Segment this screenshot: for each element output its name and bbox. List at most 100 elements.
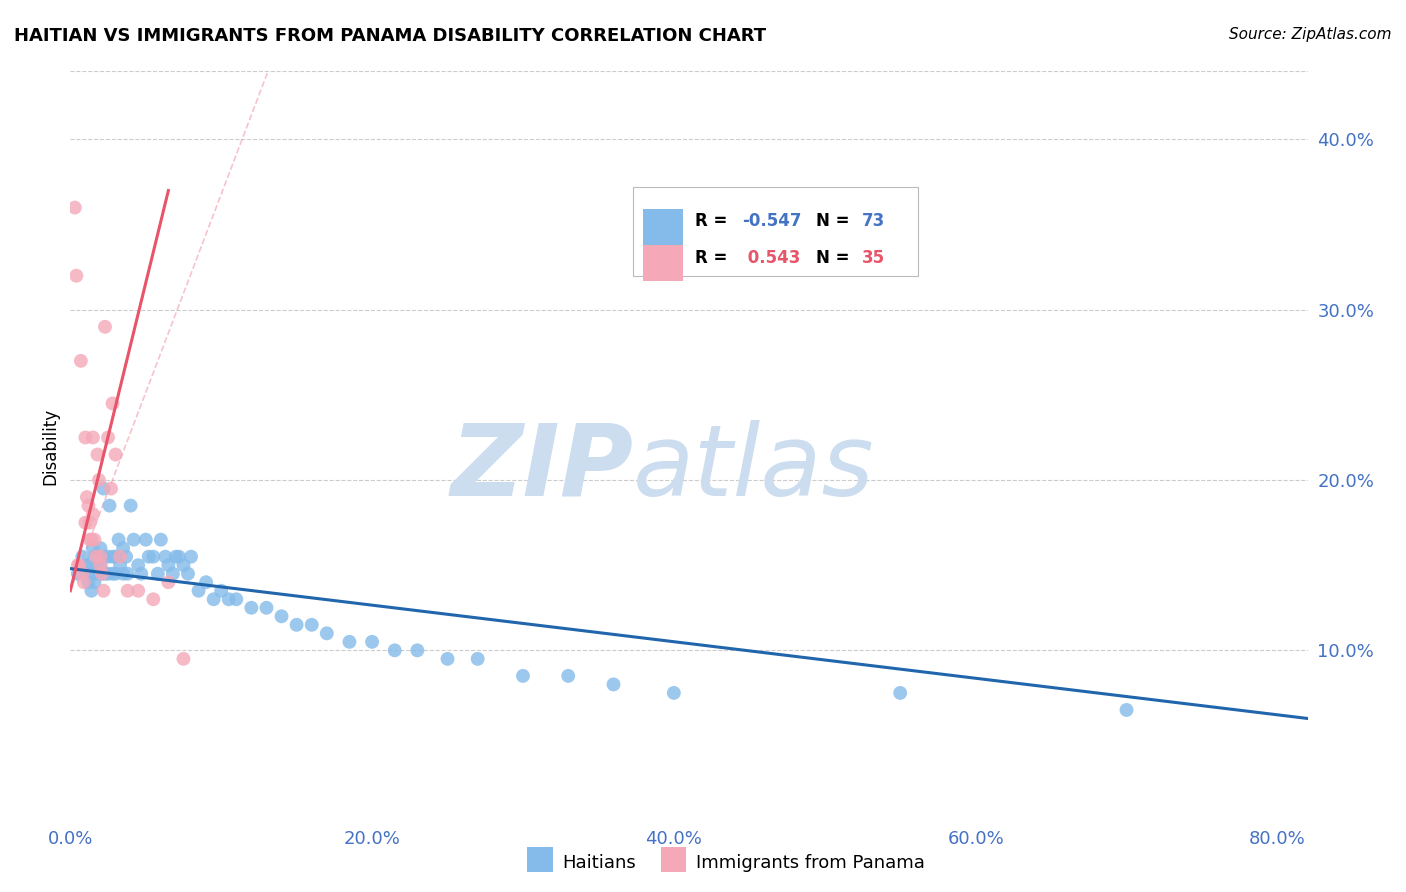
Point [107,533,129,547]
Text: 35: 35 [862,249,886,268]
Point [87,473,110,487]
Point [512,669,534,683]
Point [83,549,105,564]
Text: atlas: atlas [633,420,875,517]
Point [135,533,157,547]
Point [77,558,100,573]
Point [83,575,105,590]
Point [384,643,406,657]
Text: 0.543: 0.543 [742,249,800,268]
Point [146,566,169,581]
Point [112,566,135,581]
Point [97,549,120,564]
Point [270,609,292,624]
Point [66,566,89,581]
Text: N =: N = [817,212,856,230]
Point [82,541,104,556]
Text: Immigrants from Panama: Immigrants from Panama [696,855,925,872]
Point [172,652,194,666]
Point [72,566,94,581]
Point [662,686,685,700]
Point [100,482,122,496]
Point [122,533,145,547]
Point [240,600,263,615]
Point [180,549,202,564]
Point [149,533,172,547]
Point [108,558,131,573]
Point [101,549,124,564]
Point [65,268,87,283]
Point [165,549,187,564]
Point [91,566,114,581]
Point [1115,703,1137,717]
FancyBboxPatch shape [633,187,918,276]
Point [218,592,240,607]
Point [94,566,117,581]
Point [225,592,247,607]
Point [89,558,111,573]
FancyBboxPatch shape [643,244,683,281]
Point [127,558,149,573]
Point [76,490,98,504]
Point [82,566,104,581]
Point [108,549,131,564]
Point [91,566,114,581]
Point [172,558,194,573]
Point [98,499,121,513]
Point [89,558,111,573]
FancyBboxPatch shape [643,210,683,245]
Point [117,583,139,598]
Point [86,448,108,462]
Point [115,549,138,564]
Point [73,575,96,590]
Point [97,430,120,444]
Point [93,583,115,598]
Point [79,533,101,547]
Point [80,533,103,547]
Point [79,566,101,581]
Point [467,652,489,666]
Point [87,566,110,581]
Point [602,677,624,691]
Point [157,575,180,590]
Point [117,566,139,581]
Point [83,533,105,547]
Text: -0.547: -0.547 [742,212,801,230]
Point [138,549,160,564]
Point [94,319,117,334]
Point [285,617,308,632]
Point [86,558,108,573]
Point [112,541,135,556]
Point [104,549,127,564]
Point [89,549,111,564]
Point [97,566,120,581]
Point [155,549,177,564]
Point [77,499,100,513]
Point [79,516,101,530]
Point [66,558,89,573]
Point [202,592,225,607]
Point [889,686,911,700]
Point [93,549,115,564]
Point [101,566,124,581]
Point [84,549,107,564]
Y-axis label: Disability: Disability [41,408,59,484]
Point [142,549,165,564]
Text: Haitians: Haitians [562,855,636,872]
Point [67,558,90,573]
Point [70,354,93,368]
Point [406,643,429,657]
Point [75,558,97,573]
Point [301,617,323,632]
Text: R =: R = [695,212,734,230]
Point [72,549,94,564]
Point [436,652,458,666]
Point [315,626,337,640]
Point [557,669,579,683]
Point [157,558,180,573]
Point [104,448,127,462]
Text: ZIP: ZIP [450,420,633,517]
Point [82,507,104,521]
Point [120,499,142,513]
Point [77,575,100,590]
